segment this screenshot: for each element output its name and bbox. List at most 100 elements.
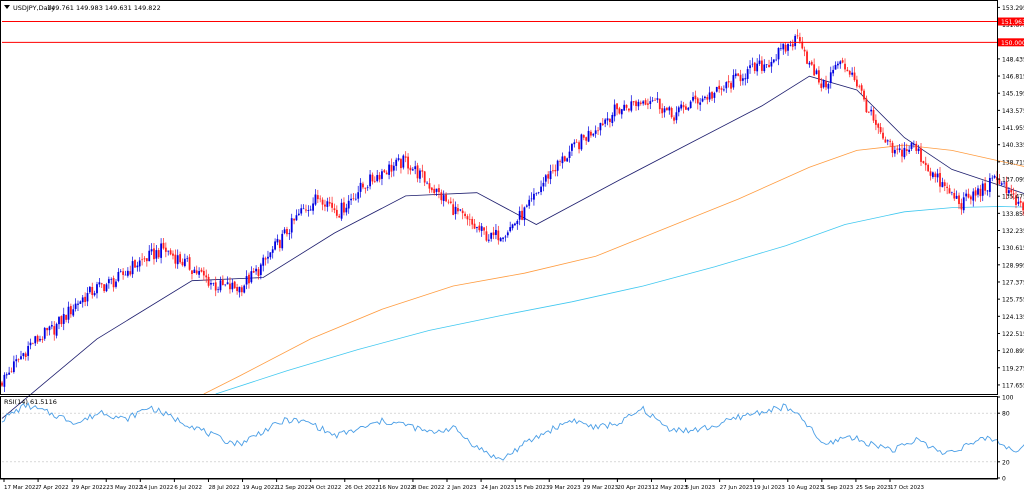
candle-body	[782, 43, 785, 50]
candle-body	[345, 207, 348, 213]
main-price-pane[interactable]	[0, 0, 1024, 419]
candle-body	[893, 149, 896, 154]
candle-body	[974, 190, 977, 196]
candle-body	[169, 250, 172, 255]
symbol-dropdown-icon[interactable]	[4, 5, 10, 9]
candlestick-series	[1, 29, 1024, 393]
candle-body	[848, 70, 851, 75]
candle-body	[195, 270, 198, 274]
candle-body	[31, 343, 34, 345]
candle-body	[922, 161, 925, 164]
candle-body	[549, 171, 552, 180]
candle-body	[815, 70, 818, 75]
candle-body	[554, 170, 557, 172]
candle-body	[820, 83, 823, 88]
candle-body	[74, 303, 77, 309]
candle-body	[606, 118, 609, 121]
candle-body	[927, 164, 930, 172]
candle-body	[12, 361, 15, 372]
candle-body	[278, 240, 281, 248]
candle-body	[22, 353, 25, 357]
candle-body	[960, 203, 963, 210]
candle-body	[592, 133, 595, 136]
candle-body	[60, 316, 63, 325]
candle-body	[383, 170, 386, 173]
candle-body	[561, 156, 564, 164]
candle-body	[340, 202, 343, 219]
candle-body	[376, 175, 379, 182]
candle-body	[780, 48, 782, 49]
candle-body	[1003, 182, 1006, 184]
candle-body	[851, 72, 854, 75]
candle-body	[20, 356, 22, 360]
candle-body	[832, 69, 835, 74]
candle-body	[476, 226, 478, 228]
candle-body	[207, 276, 210, 286]
candle-body	[502, 237, 504, 239]
time-tick-label: 29 Apr 2022	[72, 485, 106, 491]
candle-body	[236, 287, 238, 292]
candle-body	[720, 88, 723, 90]
ohlc-values: 149.761 149.983 149.631 149.822	[47, 4, 161, 12]
candle-body	[212, 283, 215, 284]
candle-body	[300, 208, 303, 214]
candle-body	[917, 148, 920, 152]
candle-body	[316, 195, 319, 200]
candle-body	[430, 187, 433, 191]
level-price-label: 151.963	[1001, 19, 1024, 26]
candle-body	[675, 112, 678, 121]
time-tick-label: 9 Mar 2023	[549, 485, 581, 491]
candle-body	[378, 174, 381, 180]
horizontal-level-lines[interactable]	[2, 21, 997, 43]
candle-body	[331, 202, 333, 208]
candle-body	[466, 216, 469, 220]
candle-body	[654, 99, 656, 101]
candle-body	[145, 258, 148, 262]
time-tick-label: 25 Sep 2023	[856, 485, 891, 491]
candle-body	[801, 41, 804, 49]
moving-average-1	[203, 144, 1024, 395]
candle-body	[271, 249, 274, 253]
candle-body	[946, 186, 949, 188]
time-axis: 17 Mar 2022 7 Apr 2022 29 Apr 2022 23 May 2…	[3, 479, 925, 491]
candle-body	[240, 287, 243, 293]
candle-body	[373, 180, 376, 182]
candle-body	[186, 258, 189, 259]
time-tick-label: 24 Jan 2023	[481, 485, 514, 491]
candle-body	[36, 335, 39, 342]
candle-body	[404, 156, 407, 158]
candle-body	[62, 314, 65, 324]
candle-body	[409, 167, 412, 171]
candle-body	[609, 118, 611, 122]
candle-body	[183, 258, 186, 267]
candle-body	[43, 327, 46, 339]
candle-body	[39, 338, 41, 341]
candle-body	[252, 271, 255, 273]
candle-body	[727, 81, 730, 83]
candle-body	[578, 142, 580, 150]
candle-body	[179, 254, 182, 263]
candle-body	[506, 232, 509, 236]
candle-body	[860, 85, 863, 91]
candle-body	[428, 183, 431, 189]
candle-body	[542, 182, 545, 187]
time-tick-label: 1 Sep 2023	[822, 485, 854, 491]
candle-body	[400, 159, 402, 169]
candle-body	[117, 271, 120, 281]
candle-body	[167, 250, 170, 252]
candle-body	[941, 182, 944, 188]
candle-body	[981, 183, 984, 196]
candle-body	[464, 213, 466, 217]
candle-body	[870, 109, 873, 112]
candle-body	[65, 315, 68, 320]
candle-body	[730, 82, 732, 89]
candle-body	[34, 336, 37, 344]
candle-body	[761, 60, 763, 71]
candle-body	[86, 293, 89, 302]
candle-body	[402, 155, 405, 168]
candle-body	[808, 62, 811, 65]
candle-body	[1, 382, 3, 386]
price-tick-label: 135.475	[1002, 194, 1024, 201]
candle-body	[302, 208, 305, 210]
